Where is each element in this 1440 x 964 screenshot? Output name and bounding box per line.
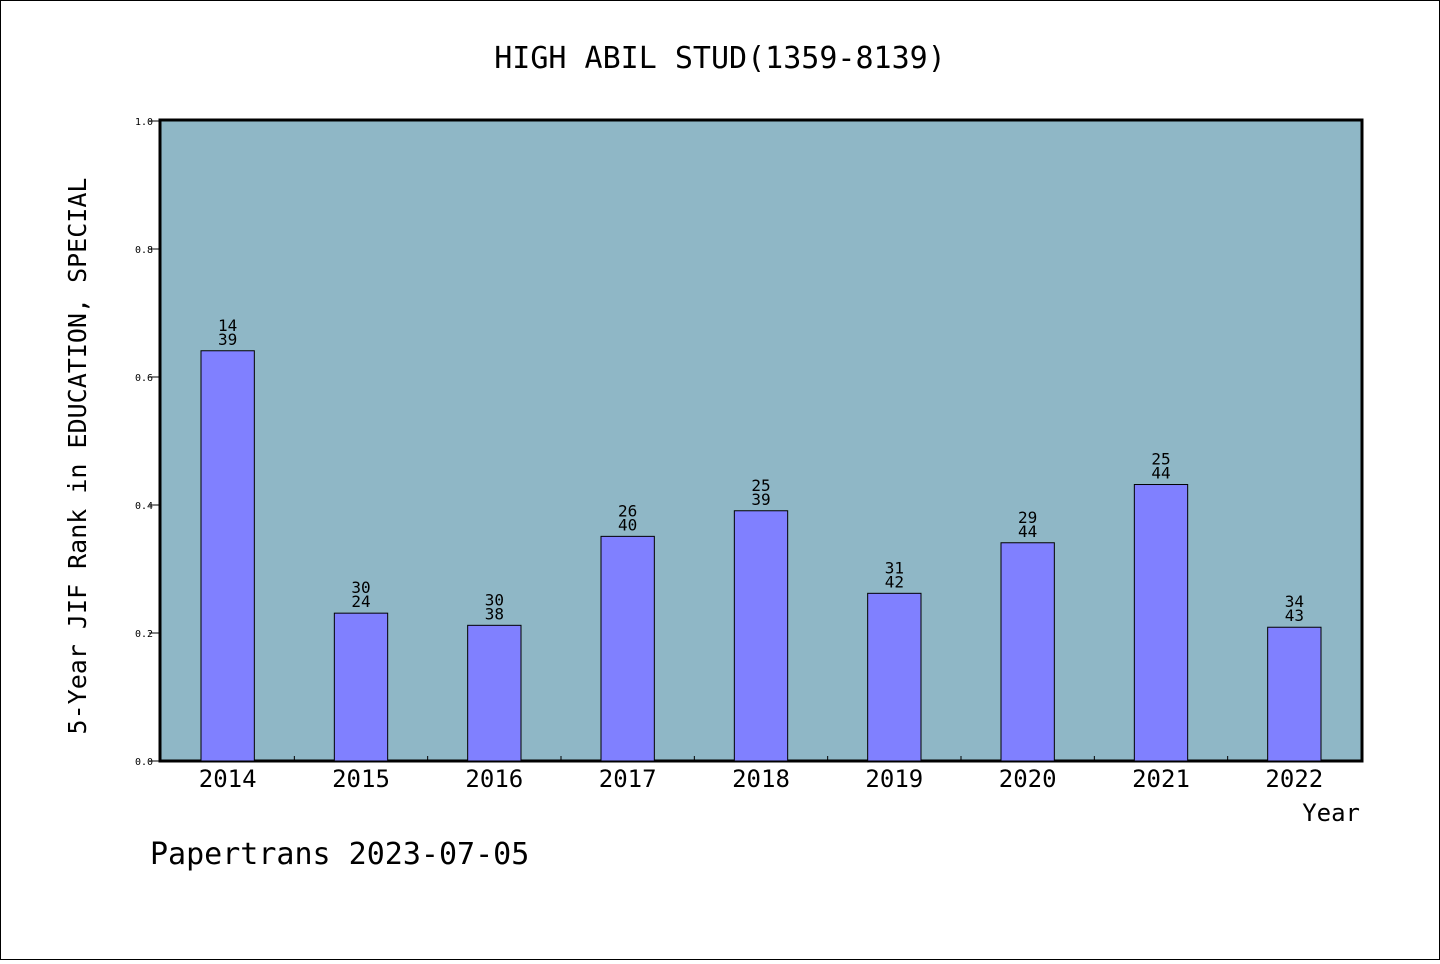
bar-2020 xyxy=(1000,542,1055,762)
footer-text: Papertrans 2023-07-05 xyxy=(150,837,529,872)
bar-2016 xyxy=(467,624,522,762)
x-tick-label-2017: 2017 xyxy=(599,765,657,793)
data-label-rank-2019: 31 xyxy=(885,558,904,577)
data-label-rank-2014: 14 xyxy=(218,316,237,335)
bar-2022 xyxy=(1267,626,1322,762)
data-label-total-2020: 44 xyxy=(1018,522,1037,541)
y-tick-label: 0.8 xyxy=(135,245,153,256)
data-label-rank-2021: 25 xyxy=(1151,450,1170,469)
x-axis: 2014 2015 2016 2017 2018 2019 2020 2021 2022 xyxy=(199,756,1323,793)
x-tick-label-2019: 2019 xyxy=(865,765,923,793)
data-label-rank-2018: 25 xyxy=(751,476,770,495)
data-label-rank-2015: 30 xyxy=(351,578,370,597)
bar-2021 xyxy=(1133,484,1189,762)
data-label-total-2017: 40 xyxy=(618,515,637,534)
data-label-total-2019: 42 xyxy=(885,572,904,591)
data-label-total-2018: 39 xyxy=(751,490,770,509)
bars-layer xyxy=(200,350,1322,762)
x-tick-label-2022: 2022 xyxy=(1265,765,1323,793)
x-tick-label-2015: 2015 xyxy=(332,765,390,793)
bar-2015 xyxy=(333,612,389,762)
x-tick-label-2014: 2014 xyxy=(199,765,257,793)
data-label-total-2016: 38 xyxy=(485,604,504,623)
data-label-total-2014: 39 xyxy=(218,330,237,349)
x-tick-label-2018: 2018 xyxy=(732,765,790,793)
data-label-total-2022: 43 xyxy=(1285,606,1304,625)
data-label-rank-2017: 26 xyxy=(618,501,637,520)
data-label-total-2021: 44 xyxy=(1151,464,1170,483)
x-tick-label-2020: 2020 xyxy=(999,765,1057,793)
x-tick-label-2016: 2016 xyxy=(465,765,523,793)
y-tick-label: 0.2 xyxy=(135,629,153,640)
data-label-rank-2016: 30 xyxy=(485,590,504,609)
x-tick-label-2021: 2021 xyxy=(1132,765,1190,793)
y-tick-label: 1.0 xyxy=(135,117,153,128)
chart-title: HIGH ABIL STUD(1359-8139) xyxy=(494,41,946,76)
bar-2018 xyxy=(733,510,789,762)
bar-2014 xyxy=(200,350,255,762)
y-tick-label: 0.0 xyxy=(135,757,153,768)
y-tick-label: 0.6 xyxy=(135,373,153,384)
data-label-rank-2020: 29 xyxy=(1018,508,1037,527)
y-axis-title: 5-Year JIF Rank in EDUCATION, SPECIAL xyxy=(63,178,92,735)
y-axis: 0.0 0.2 0.4 0.6 0.8 1.0 xyxy=(135,117,160,768)
y-tick-label: 0.4 xyxy=(135,501,153,512)
bar-2019 xyxy=(867,592,922,762)
data-label-rank-2022: 34 xyxy=(1285,592,1304,611)
bar-2017 xyxy=(600,535,655,762)
x-axis-title: Year xyxy=(1302,799,1360,827)
data-label-total-2015: 24 xyxy=(351,592,370,611)
